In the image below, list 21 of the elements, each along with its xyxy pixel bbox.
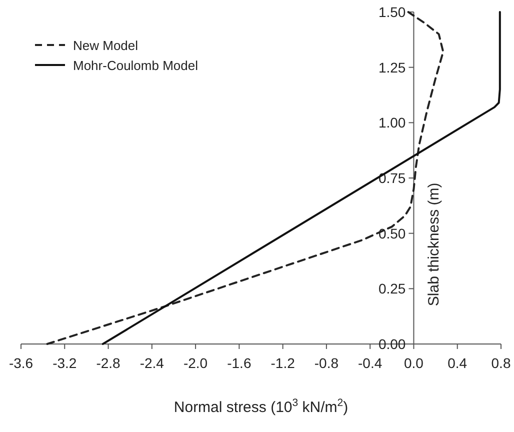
x-tick-label: -0.4 xyxy=(358,355,382,371)
x-tick-label: -1.6 xyxy=(227,355,252,371)
x-tick-label: -3.6 xyxy=(8,355,34,371)
x-tick-label: -1.2 xyxy=(270,355,296,371)
legend-label: New Model xyxy=(73,38,138,53)
y-axis-title: Slab thickness (m) xyxy=(426,182,443,306)
y-tick-label: 0.50 xyxy=(378,225,406,242)
x-tick-label: -2.8 xyxy=(96,355,121,371)
y-tick-label: 1.50 xyxy=(378,4,406,20)
legend-label: Mohr-Coulomb Model xyxy=(73,58,198,73)
x-tick-label: 0.4 xyxy=(448,355,468,371)
x-tick-label: -3.2 xyxy=(52,355,77,371)
y-tick-label: 1.25 xyxy=(378,59,406,76)
x-tick-label: -0.8 xyxy=(314,355,339,371)
x-axis-title: Normal stress (10$^{3}$ kN/m$^{2}$) xyxy=(174,397,348,416)
y-tick-label: 1.00 xyxy=(378,114,406,131)
x-tick-label: 0.8 xyxy=(491,355,511,371)
x-tick-label: 0.0 xyxy=(404,355,424,371)
x-tick-label: -2.4 xyxy=(140,355,164,371)
y-tick-label: 0.25 xyxy=(378,280,406,297)
x-tick-label: -2.0 xyxy=(183,355,208,371)
